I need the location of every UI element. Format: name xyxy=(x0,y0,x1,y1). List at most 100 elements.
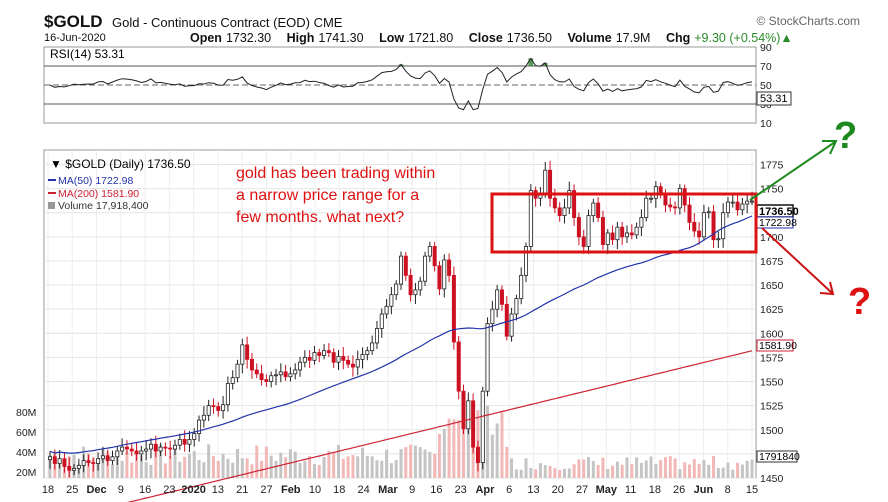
volume-bar xyxy=(591,461,595,478)
volume-bar xyxy=(216,460,220,478)
candle-body xyxy=(615,226,620,241)
volume-bar xyxy=(490,434,494,478)
volume-bar xyxy=(111,464,115,478)
price-tick-label: 1675 xyxy=(760,256,784,268)
volume-bar xyxy=(562,468,566,478)
candle-body xyxy=(350,363,355,368)
volume-tick-label: 60M xyxy=(16,427,36,439)
annotation-line-2: a narrow price range for a xyxy=(236,187,419,204)
candle-body xyxy=(706,211,711,214)
volume-bar xyxy=(394,460,398,478)
candle-body xyxy=(221,404,226,411)
price-panel: 1775175017251700167516501625160015751550… xyxy=(16,115,871,502)
volume-bar xyxy=(452,419,456,478)
candle-body xyxy=(336,356,341,363)
volume-bar xyxy=(207,444,211,478)
candle-body xyxy=(639,217,644,228)
candle-body xyxy=(567,190,572,209)
candle-body xyxy=(543,169,548,194)
volume-bar xyxy=(654,464,658,478)
x-tick-label: 8 xyxy=(725,484,731,496)
candle-body xyxy=(307,357,312,361)
volume-bar xyxy=(635,457,639,478)
candle-body xyxy=(697,230,702,238)
volume-bar xyxy=(332,451,336,478)
volume-bar xyxy=(187,453,191,478)
volume-bar xyxy=(404,447,408,478)
candle-body xyxy=(76,465,81,469)
volume-bar xyxy=(538,463,542,478)
x-tick-label: 9 xyxy=(118,484,124,496)
candle-body xyxy=(677,188,682,209)
candle-body xyxy=(634,226,639,236)
candle-body xyxy=(480,390,485,463)
candle-body xyxy=(124,446,129,450)
candle-body xyxy=(750,200,755,203)
annotation-line-1: gold has been trading within xyxy=(236,165,435,182)
x-tick-label: Feb xyxy=(281,484,301,496)
volume-bar xyxy=(437,433,441,478)
candle-body xyxy=(610,232,615,241)
volume-bar xyxy=(341,458,345,478)
x-tick-label: Jun xyxy=(694,484,714,496)
volume-bar xyxy=(361,447,365,478)
candle-body xyxy=(514,298,519,315)
x-tick-label: 16 xyxy=(430,484,442,496)
candle-body xyxy=(427,246,432,257)
volume-bar xyxy=(668,456,672,478)
x-tick-label: May xyxy=(596,484,618,496)
volume-bar xyxy=(264,446,268,478)
ma50-line xyxy=(49,215,753,454)
brand-logo: © StockCharts.com xyxy=(756,14,860,28)
x-tick-label: 13 xyxy=(527,484,539,496)
candle-body xyxy=(67,466,72,471)
volume-bar xyxy=(399,449,403,478)
x-tick-label: 9 xyxy=(409,484,415,496)
x-tick-label: Apr xyxy=(475,484,495,496)
candle-body xyxy=(134,450,139,455)
x-tick-label: 21 xyxy=(236,484,248,496)
volume-bar xyxy=(716,467,720,478)
x-tick-label: 23 xyxy=(455,484,467,496)
candle-body xyxy=(389,294,394,307)
candle-body xyxy=(721,212,726,240)
volume-bar xyxy=(327,451,331,478)
volume-bar xyxy=(707,464,711,478)
candle-body xyxy=(283,371,288,378)
candle-body xyxy=(524,246,529,276)
ohlc-bar: Open 1732.30 High 1741.30 Low 1721.80 Close… xyxy=(190,31,793,45)
ma200-line xyxy=(127,350,753,502)
rsi-value-tag: 53.31 xyxy=(760,93,788,105)
volume-bar xyxy=(231,462,235,478)
candle-body xyxy=(711,211,716,241)
candle-body xyxy=(471,400,476,448)
candle-body xyxy=(173,444,178,450)
candle-body xyxy=(269,375,274,382)
x-tick-label: Dec xyxy=(86,484,106,496)
volume-bar xyxy=(630,464,634,478)
candle-body xyxy=(499,289,504,305)
volume-bar xyxy=(149,464,153,478)
volume-bar xyxy=(240,458,244,478)
candle-body xyxy=(52,456,57,464)
candle-body xyxy=(273,374,278,377)
candle-body xyxy=(153,443,158,452)
price-tick-label: 1775 xyxy=(760,159,784,171)
candle-body xyxy=(259,373,264,381)
candle-body xyxy=(144,448,149,452)
candle-body xyxy=(206,405,211,416)
volume-bar xyxy=(428,451,432,478)
volume-bar xyxy=(510,458,514,478)
volume-bar xyxy=(163,463,167,478)
volume-bar xyxy=(644,460,648,478)
candle-body xyxy=(192,433,197,440)
x-tick-label: 27 xyxy=(260,484,272,496)
candle-body xyxy=(557,207,562,217)
candle-body xyxy=(384,305,389,315)
candle-body xyxy=(456,341,461,392)
candle-body xyxy=(100,455,105,460)
volume-bar xyxy=(721,467,725,478)
candle-body xyxy=(374,328,379,344)
volume-bar xyxy=(336,444,340,478)
candle-body xyxy=(442,259,447,290)
